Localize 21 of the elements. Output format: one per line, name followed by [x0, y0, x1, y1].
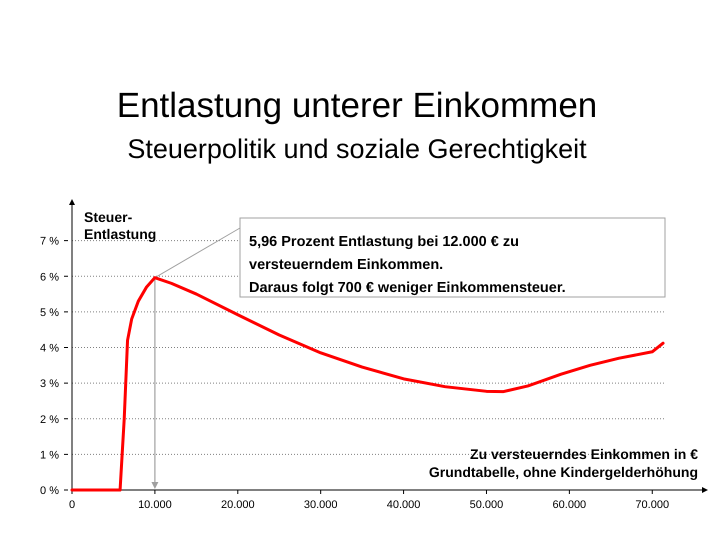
- annotation: 5,96 Prozent Entlastung bei 12.000 € zu versteuerndem Einkommen. Daraus folgt 700 € weniger Einkommensteuer.: [249, 234, 566, 296]
- x-tick-label: 40.000: [386, 499, 420, 511]
- y-tick-label: 0 %: [40, 485, 60, 497]
- x-tick-label: 0: [68, 499, 76, 511]
- y-tick-label: 2 %: [40, 414, 60, 426]
- chart-title: Entlastung unterer Einkommen: [116, 86, 598, 125]
- y-tick-label: 3 %: [40, 378, 60, 390]
- x-tick-label: 30.000: [304, 499, 338, 511]
- y-tick-label: 7 %: [40, 236, 60, 248]
- x-tick-label: 60.000: [552, 499, 586, 511]
- x-tick-label: 10.000: [138, 499, 172, 511]
- y-tick-label: 1 %: [40, 449, 60, 462]
- x-tick-label: 70.000: [635, 499, 670, 511]
- y-tick-label: 6 %: [40, 271, 60, 284]
- y-tick-label: 4 %: [40, 342, 60, 354]
- x-tick-label: 50.000: [470, 499, 504, 511]
- chart-subtitle: Steuerpolitik und soziale Gerechtigkeit: [127, 134, 588, 164]
- x-axis-title: Zu versteuerndes Einkommen in € Grundtabelle, ohne Kindergelderhöhung: [428, 446, 698, 480]
- y-axis-title: Steuer- Entlastung: [84, 209, 156, 242]
- y-tick-label: 5 %: [40, 306, 60, 319]
- x-tick-label: 20.000: [220, 499, 255, 511]
